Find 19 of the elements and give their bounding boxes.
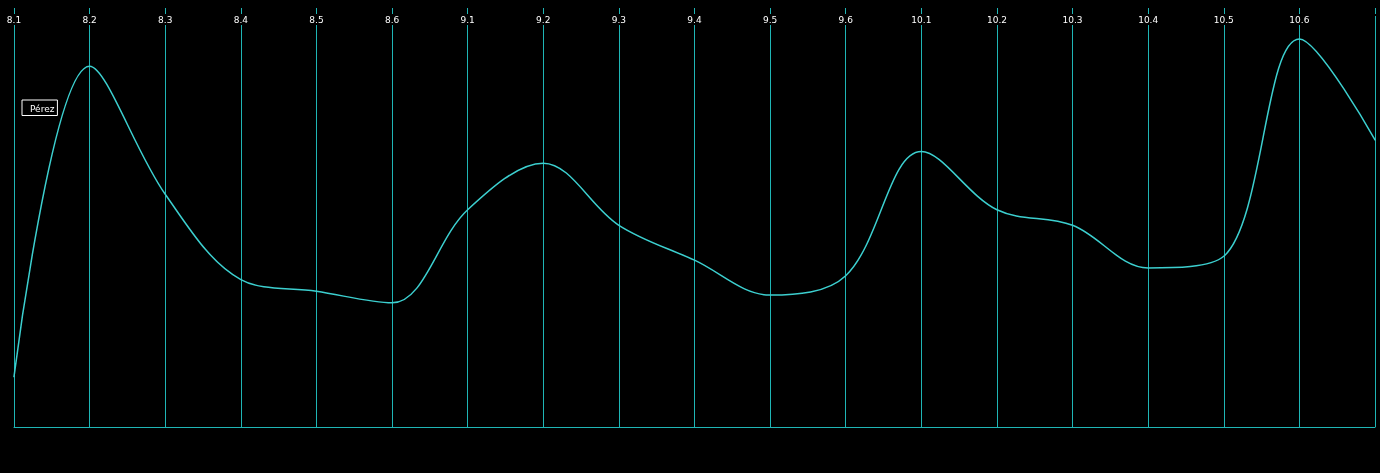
x-tick-label: 9.1 [460, 14, 475, 25]
x-tick-label: 9.6 [838, 14, 854, 25]
x-tick-label: 10.6 [1289, 14, 1310, 25]
x-tick-label: 8.2 [82, 14, 97, 25]
x-tick-label: 9.4 [687, 14, 702, 25]
x-tick-label: 10.5 [1213, 14, 1234, 25]
x-tick-label: 9.5 [762, 14, 778, 25]
x-tick-label: 8.4 [233, 14, 249, 25]
x-tick-label: 9.3 [611, 14, 627, 25]
x-tick-label: 10.4 [1138, 14, 1159, 25]
x-tick-label: 8.6 [384, 14, 400, 25]
series-label: Pérez [30, 104, 55, 114]
x-tick-label: 8.1 [6, 14, 22, 25]
x-tick-label: 10.3 [1062, 14, 1083, 25]
x-tick-label: 8.5 [309, 14, 324, 25]
x-tick-label: 9.2 [536, 14, 551, 25]
x-tick-label: 10.1 [911, 14, 932, 25]
x-tick-label: 8.3 [158, 14, 173, 25]
x-tick-label: 10.2 [986, 14, 1007, 25]
